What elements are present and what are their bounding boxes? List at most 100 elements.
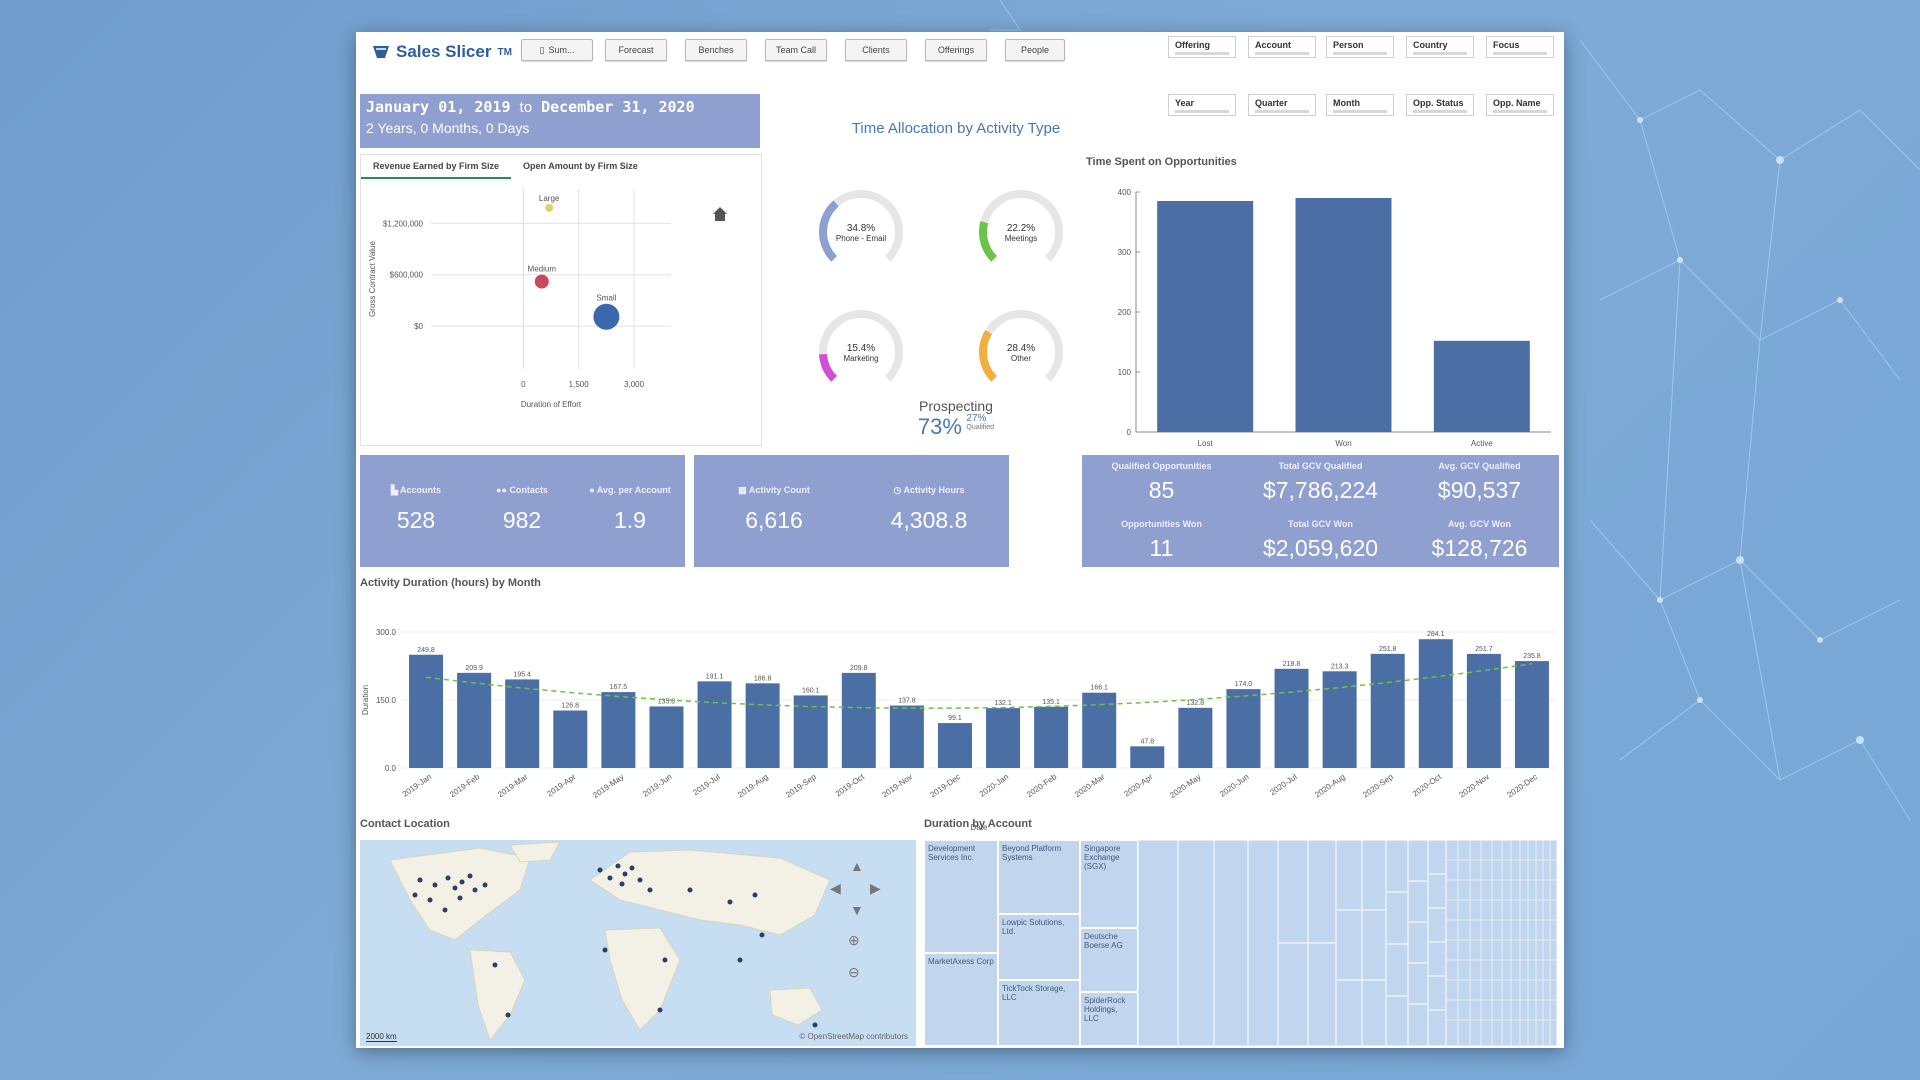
map-pan-right-icon[interactable]: ▶ bbox=[870, 880, 881, 896]
filter-month[interactable]: Month bbox=[1326, 94, 1394, 116]
bar-value-label: 135.8 bbox=[658, 698, 676, 705]
benches-button[interactable]: Benches bbox=[685, 39, 747, 61]
offerings-button[interactable]: Offerings bbox=[925, 39, 987, 61]
month-bar[interactable] bbox=[601, 692, 636, 768]
people-button[interactable]: People bbox=[1005, 39, 1065, 61]
month-bar[interactable] bbox=[1082, 692, 1117, 768]
team-call-button[interactable]: Team Call bbox=[765, 39, 827, 61]
x-tick-label: 1,500 bbox=[569, 380, 590, 389]
treemap-cell[interactable]: Beyond Platform Systems bbox=[998, 840, 1080, 914]
x-tick-label: 2020-Jul bbox=[1268, 772, 1298, 797]
filter-opp-name[interactable]: Opp. Name bbox=[1486, 94, 1554, 116]
monthly-duration-chart: 300.0 150.0 0.0 Duration 249.8 2019-Jan 209.9 2… bbox=[361, 628, 1556, 832]
opportunity-bar[interactable] bbox=[1433, 340, 1530, 432]
month-bar[interactable] bbox=[1418, 639, 1453, 768]
opportunities-title: Time Spent on Opportunities bbox=[1086, 156, 1237, 168]
y-axis-label: Gross Contract Value bbox=[368, 241, 377, 317]
map-attribution[interactable]: © OpenStreetMap contributors bbox=[799, 1032, 908, 1041]
contact-location-map[interactable]: ▲ ◀ ▶ ▼ ⊕ ⊖ 2000 km © OpenStreetMap cont… bbox=[360, 840, 916, 1046]
clients-button[interactable]: Clients bbox=[845, 39, 907, 61]
map-pan-down-icon[interactable]: ▼ bbox=[850, 902, 864, 918]
month-bar[interactable] bbox=[1178, 707, 1213, 768]
month-bar[interactable] bbox=[553, 710, 588, 768]
filter-quarter[interactable]: Quarter bbox=[1248, 94, 1316, 116]
bar-value-label: 251.8 bbox=[1379, 646, 1397, 653]
treemap-cell[interactable]: TickTock Storage, LLC bbox=[998, 980, 1080, 1046]
scatter-point[interactable] bbox=[534, 274, 549, 289]
map-pan-up-icon[interactable]: ▲ bbox=[850, 858, 864, 874]
app-logo: Sales Slicer TM bbox=[372, 42, 512, 62]
month-bar[interactable] bbox=[841, 672, 876, 768]
x-tick-label: 2020-Oct bbox=[1411, 772, 1444, 799]
monthly-chart-title: Activity Duration (hours) by Month bbox=[360, 577, 541, 589]
gauge-fill bbox=[979, 221, 998, 262]
month-bar[interactable] bbox=[937, 723, 972, 768]
month-bar[interactable] bbox=[1322, 671, 1357, 768]
clock-icon: ◷ bbox=[893, 485, 902, 495]
month-bar[interactable] bbox=[745, 683, 780, 768]
prospecting-main-pct: 73% bbox=[917, 414, 962, 439]
prospecting-values: 73% 27% Qualified bbox=[876, 414, 1036, 440]
gauge: 22.2%Meetings bbox=[979, 190, 1063, 262]
month-bar[interactable] bbox=[1466, 653, 1501, 768]
treemap-cell[interactable]: Development Services Inc. bbox=[924, 840, 998, 953]
bar-value-label: 135.1 bbox=[1042, 699, 1060, 706]
y-tick-label: 0 bbox=[1127, 428, 1132, 437]
filter-offering[interactable]: Offering bbox=[1168, 36, 1236, 58]
treemap-cell[interactable]: Lowpic Solutions, Ltd. bbox=[998, 914, 1080, 980]
month-bar[interactable] bbox=[649, 706, 684, 768]
treemap-cell[interactable]: MarketAxess Corp bbox=[924, 953, 998, 1046]
summary-button[interactable]: ▯ Sum... bbox=[521, 39, 593, 61]
month-bar[interactable] bbox=[1370, 653, 1405, 768]
filter-year[interactable]: Year bbox=[1168, 94, 1236, 116]
zoom-out-icon[interactable]: ⊖ bbox=[848, 964, 860, 980]
month-bar[interactable] bbox=[1130, 746, 1165, 768]
activity-hours-label: ◷ Activity Hours bbox=[893, 485, 965, 495]
treemap-cell[interactable]: SpiderRock Holdings, LLC bbox=[1080, 992, 1138, 1046]
month-bar[interactable] bbox=[457, 672, 492, 768]
tab-revenue-earned[interactable]: Revenue Earned by Firm Size bbox=[361, 155, 512, 179]
app-name: Sales Slicer bbox=[396, 42, 492, 61]
opportunity-bar[interactable] bbox=[1295, 198, 1392, 432]
treemap-cell[interactable]: Singapore Exchange (SGX) bbox=[1080, 840, 1138, 928]
qualified-pct: 27% bbox=[966, 413, 987, 424]
month-bar[interactable] bbox=[986, 708, 1021, 768]
x-tick-label: 2020-Feb bbox=[1025, 772, 1059, 799]
month-bar[interactable] bbox=[409, 654, 444, 768]
filter-person[interactable]: Person bbox=[1326, 36, 1394, 58]
gauge: 28.4%Other bbox=[979, 310, 1063, 382]
qualified-opps-label: Qualified Opportunities bbox=[1111, 461, 1212, 471]
opportunity-bar[interactable] bbox=[1157, 201, 1254, 432]
home-icon[interactable] bbox=[713, 207, 727, 221]
filter-country[interactable]: Country bbox=[1406, 36, 1474, 58]
month-bar[interactable] bbox=[505, 679, 540, 768]
scatter-point-label: Medium bbox=[528, 265, 557, 274]
filter-focus[interactable]: Focus bbox=[1486, 36, 1554, 58]
bar-value-label: 191.1 bbox=[706, 673, 724, 680]
activity-count-label: ▦ Activity Count bbox=[738, 485, 810, 495]
tab-open-amount[interactable]: Open Amount by Firm Size bbox=[523, 161, 638, 171]
month-bar[interactable] bbox=[889, 705, 924, 768]
filter-account[interactable]: Account bbox=[1248, 36, 1316, 58]
month-bar[interactable] bbox=[1226, 689, 1261, 768]
month-bar[interactable] bbox=[697, 681, 732, 768]
bar-value-label: 132.1 bbox=[994, 700, 1012, 707]
zoom-in-icon[interactable]: ⊕ bbox=[848, 932, 860, 948]
qualified-label: Qualified bbox=[966, 424, 995, 431]
month-bar[interactable] bbox=[1034, 706, 1069, 768]
forecast-button[interactable]: Forecast bbox=[605, 39, 667, 61]
filter-opp-status[interactable]: Opp. Status bbox=[1406, 94, 1474, 116]
month-bar[interactable] bbox=[1514, 661, 1549, 768]
map-title: Contact Location bbox=[360, 818, 450, 830]
kpi-block-accounts: ▙ Accounts 528 ●● Contacts 982 ● Avg. pe… bbox=[360, 455, 685, 567]
treemap-cell[interactable]: Deutsche Boerse AG bbox=[1080, 928, 1138, 992]
map-pan-left-icon[interactable]: ◀ bbox=[830, 880, 841, 896]
month-bar[interactable] bbox=[1274, 668, 1309, 768]
bar-value-label: 209.9 bbox=[465, 665, 483, 672]
scatter-point[interactable] bbox=[593, 303, 620, 330]
building-icon: ▙ bbox=[390, 485, 398, 495]
gauge-label: Marketing bbox=[843, 354, 878, 363]
scatter-point[interactable] bbox=[545, 203, 554, 212]
total-gcv-won-label: Total GCV Won bbox=[1288, 519, 1353, 529]
